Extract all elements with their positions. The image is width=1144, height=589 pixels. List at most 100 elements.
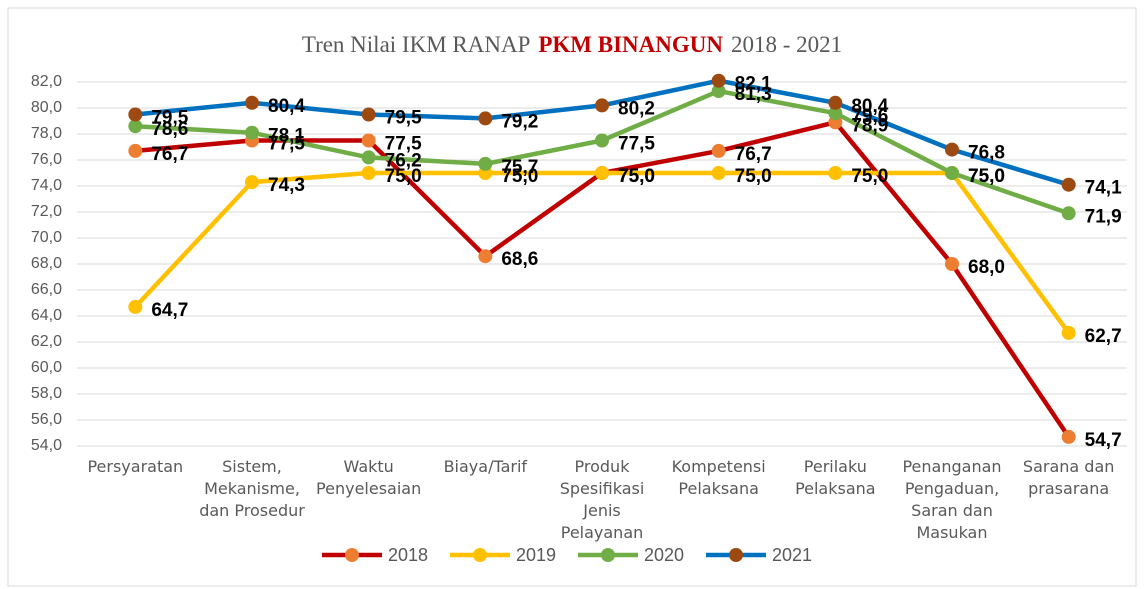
point	[1061, 325, 1076, 340]
point	[361, 150, 376, 165]
y-tick-label: 64,0	[31, 307, 62, 324]
chart-frame	[7, 7, 1137, 587]
point	[478, 249, 493, 264]
y-tick-label: 74,0	[31, 177, 62, 194]
x-tick-label: Biaya/Tarif	[443, 457, 528, 476]
y-tick-label: 62,0	[31, 333, 62, 350]
point	[595, 98, 609, 113]
data-label: 78,6	[151, 119, 188, 140]
data-label: 77,5	[268, 134, 305, 155]
data-label: 78,1	[268, 126, 305, 147]
x-tick-label: Waktu Penyelesaian	[316, 457, 422, 498]
y-tick-label: 78,0	[31, 125, 62, 142]
data-label: 80,4	[268, 96, 305, 117]
y-tick-label: 70,0	[31, 229, 62, 246]
point	[1061, 177, 1076, 192]
y-tick-label: 60,0	[31, 359, 62, 376]
title-part: Tren Nilai IKM RANAP	[302, 32, 531, 57]
point	[128, 143, 143, 158]
point	[711, 143, 726, 158]
point	[711, 84, 726, 99]
x-tick-label: Produk Spesifikasi Jenis Pelayanan	[559, 457, 645, 542]
legend-label: 2018	[388, 545, 428, 565]
x-tick-label: Persyaratan	[87, 457, 184, 476]
data-label: 68,0	[968, 257, 1005, 278]
data-label: 76,7	[735, 144, 772, 165]
point	[1061, 429, 1076, 444]
y-tick-label: 72,0	[31, 203, 62, 220]
point	[945, 257, 959, 271]
point	[361, 107, 376, 122]
y-tick-label: 54,0	[31, 437, 62, 454]
point	[128, 299, 143, 314]
data-label: 80,4	[851, 96, 888, 117]
data-label: 79,6	[851, 106, 888, 127]
point	[245, 175, 259, 190]
x-tick-label: Penanganan Pengaduan, Saran dan Masukan	[902, 457, 1002, 542]
data-label: 77,5	[385, 134, 422, 155]
point	[711, 73, 726, 88]
x-tick-label: Sistem, Mekanisme, dan Prosedur	[199, 457, 305, 520]
point	[595, 166, 609, 180]
legend-marker	[601, 548, 615, 562]
point	[945, 142, 959, 157]
data-label: 79,5	[385, 108, 422, 129]
chart-title: Tren Nilai IKM RANAP PKM BINANGUN 2018 - 2…	[302, 32, 842, 57]
point	[128, 119, 143, 134]
data-label: 75,0	[618, 166, 655, 187]
data-label: 68,6	[501, 249, 538, 270]
data-label: 74,1	[1085, 178, 1122, 199]
point	[828, 95, 843, 110]
x-tick-label: Sarana dan prasarana	[1022, 457, 1115, 498]
point	[945, 166, 959, 180]
data-label: 76,2	[385, 150, 422, 171]
data-label: 75,0	[968, 166, 1005, 187]
data-label: 78,9	[851, 115, 888, 136]
data-label: 76,7	[151, 144, 188, 165]
y-tick-label: 80,0	[31, 99, 62, 116]
legend-marker	[729, 548, 743, 562]
legend-label: 2019	[516, 545, 556, 565]
y-tick-label: 76,0	[31, 151, 62, 168]
data-label: 75,0	[735, 166, 772, 187]
point	[828, 106, 843, 121]
data-label: 62,7	[1085, 326, 1122, 347]
data-label: 80,2	[618, 98, 655, 119]
legend-label: 2021	[772, 545, 812, 565]
y-tick-label: 56,0	[31, 411, 62, 428]
data-label: 75,0	[968, 166, 1005, 187]
point	[361, 133, 376, 148]
data-label: 79,5	[151, 108, 188, 129]
data-label: 75,0	[385, 166, 422, 187]
data-label: 81,3	[735, 84, 772, 105]
y-tick-label: 58,0	[31, 385, 62, 402]
data-label: 77,5	[618, 134, 655, 155]
point	[478, 156, 493, 171]
point	[245, 95, 259, 110]
y-tick-label: 82,0	[31, 73, 62, 90]
legend-label: 2020	[644, 545, 684, 565]
legend-marker	[473, 548, 487, 562]
point	[1061, 206, 1076, 221]
point	[478, 111, 493, 126]
y-tick-label: 66,0	[31, 281, 62, 298]
data-label: 64,7	[151, 300, 188, 321]
title-part: PKM BINANGUN	[538, 32, 723, 57]
x-tick-label: Perilaku Pelaksana	[795, 457, 876, 498]
legend-marker	[345, 548, 359, 562]
data-label: 76,8	[968, 143, 1005, 164]
x-tick-label: Kompetensi Pelaksana	[671, 457, 766, 498]
data-label: 71,9	[1085, 206, 1122, 227]
data-label: 54,7	[1085, 430, 1122, 451]
point	[711, 166, 726, 180]
title-part: 2018 - 2021	[731, 32, 842, 57]
data-label: 79,2	[501, 111, 538, 132]
data-label: 74,3	[268, 175, 305, 196]
point	[245, 125, 259, 140]
data-label: 82,1	[735, 74, 772, 95]
point	[828, 166, 843, 180]
point	[128, 107, 143, 122]
data-label: 75,0	[618, 166, 655, 187]
